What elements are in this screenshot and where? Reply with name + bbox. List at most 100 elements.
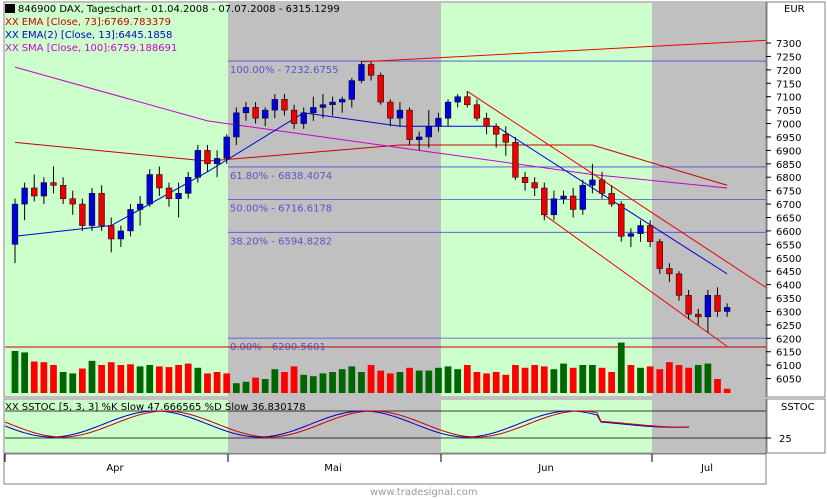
y-tick-label: 6250 [776, 321, 801, 332]
fib-label: 100.00% - 7232.6755 [230, 65, 339, 76]
volume-bar [40, 362, 48, 393]
candle-body [589, 179, 596, 186]
candle-body [454, 96, 461, 103]
volume-bar [589, 365, 596, 393]
volume-bar [21, 352, 28, 393]
volume-bar [617, 342, 625, 393]
candle-body [598, 179, 606, 194]
band-green [5, 3, 228, 396]
fib-label: 0.00% - 6200.5601 [230, 342, 326, 353]
candle-body [579, 185, 586, 210]
volume-bar [415, 370, 423, 393]
candle-body [88, 193, 96, 226]
volume-bar [117, 365, 125, 393]
volume-bar [223, 373, 231, 393]
volume-bar [213, 372, 221, 393]
volume-bar [204, 373, 211, 393]
legend-ema73-text: EMA [Close, 73]:6769.783379 [22, 17, 171, 28]
volume-bar [579, 365, 587, 393]
y-tick-label: 7050 [776, 106, 801, 117]
candle-body [194, 150, 201, 178]
volume-bar [714, 379, 721, 393]
candle-body [358, 64, 365, 81]
volume-bar [30, 361, 38, 393]
candle-body [396, 109, 404, 119]
x-tick-label: Jul [700, 463, 713, 474]
candle-body [541, 187, 548, 216]
candle-body [493, 125, 500, 135]
osc-band-gray [228, 400, 441, 452]
candle-body [473, 104, 481, 119]
volume-bar [694, 365, 702, 393]
volume-bar [406, 367, 413, 393]
candle-body [637, 225, 644, 234]
candle-body [329, 101, 336, 105]
legend-sma100: XX SMA [Close, 100]:6759.188691 [5, 43, 177, 54]
candle-body [406, 109, 413, 140]
volume-bar [232, 383, 240, 393]
candle-body [281, 99, 288, 111]
volume-bar [502, 374, 510, 393]
legend-sma100-prefix: XX [5, 43, 19, 54]
ema73-line [14, 141, 728, 186]
volume-bar [454, 369, 462, 393]
osc-band-green [5, 400, 228, 452]
volume-bar [78, 368, 86, 393]
legend-ema13: XX EMA(2) [Close, 13]:6445.1858 [5, 30, 172, 41]
sma100-line [14, 66, 728, 189]
candle-body [69, 198, 76, 205]
volume-bar [435, 367, 442, 393]
volume-bar [521, 367, 529, 393]
volume-bar [685, 367, 693, 393]
fib-label: 50.00% - 6716.6178 [230, 204, 332, 215]
volume-bar [261, 379, 269, 393]
trend-line [467, 90, 766, 288]
candle-body [656, 241, 663, 269]
volume-bar [338, 369, 346, 393]
y-tick-label: 7000 [776, 120, 801, 131]
candle-body [146, 174, 153, 205]
candlesticks [11, 61, 731, 333]
candle-body [464, 96, 471, 105]
candle-body [377, 74, 384, 103]
volume-bar [463, 365, 471, 393]
y-tick-label: 6700 [776, 200, 801, 211]
legend-ema13-prefix: XX [5, 30, 19, 41]
candle-body [339, 99, 346, 103]
volume-bar [723, 388, 731, 393]
candle-body [213, 158, 221, 165]
candle-body [723, 307, 731, 312]
x-tick-label: Mai [324, 463, 342, 474]
volume-bar [88, 360, 96, 393]
legend: 846900 DAX, Tageschart - 01.04.2008 - 07… [5, 4, 815, 498]
volume-bar [184, 363, 192, 393]
volume-bar [175, 365, 182, 393]
candle-body [185, 176, 192, 194]
y-tick-label: 6350 [776, 294, 801, 305]
volume-bar [348, 366, 356, 393]
candle-body [425, 125, 432, 138]
x-tick-label: Jun [537, 463, 554, 474]
legend-ema73: XX EMA [Close, 73]:6769.783379 [5, 17, 171, 28]
fib-label: 61.80% - 6838.4074 [230, 171, 332, 182]
x-axis-ticks: Apr Mai Jun Jul [4, 454, 713, 474]
candle-body [560, 195, 567, 199]
y-tick-label: 6950 [776, 133, 801, 144]
legend-sma100-text: SMA [Close, 100]:6759.188691 [22, 43, 178, 54]
y-tick-label: 6450 [776, 267, 801, 278]
volume-bar [146, 365, 154, 393]
candle-body [156, 174, 163, 189]
volume-bar [656, 369, 664, 393]
stochastic-panel-label: SSTOC [781, 402, 815, 413]
volume-bar [136, 366, 144, 393]
chart-title: 846900 DAX, Tageschart - 01.04.2008 - 07… [18, 4, 340, 15]
candle-body [695, 313, 702, 318]
y-axis-ticks: 7300 7250 7200 7150 7100 7050 7000 6950 6900 6850… [766, 39, 801, 445]
y-tick-label: 6400 [776, 281, 801, 292]
candle-body [165, 187, 173, 199]
y-tick-label: 6800 [776, 173, 801, 184]
candle-body [714, 295, 721, 312]
volume-bar [11, 351, 19, 393]
volume-bar [704, 363, 712, 393]
y-tick-label: 6100 [776, 361, 801, 372]
